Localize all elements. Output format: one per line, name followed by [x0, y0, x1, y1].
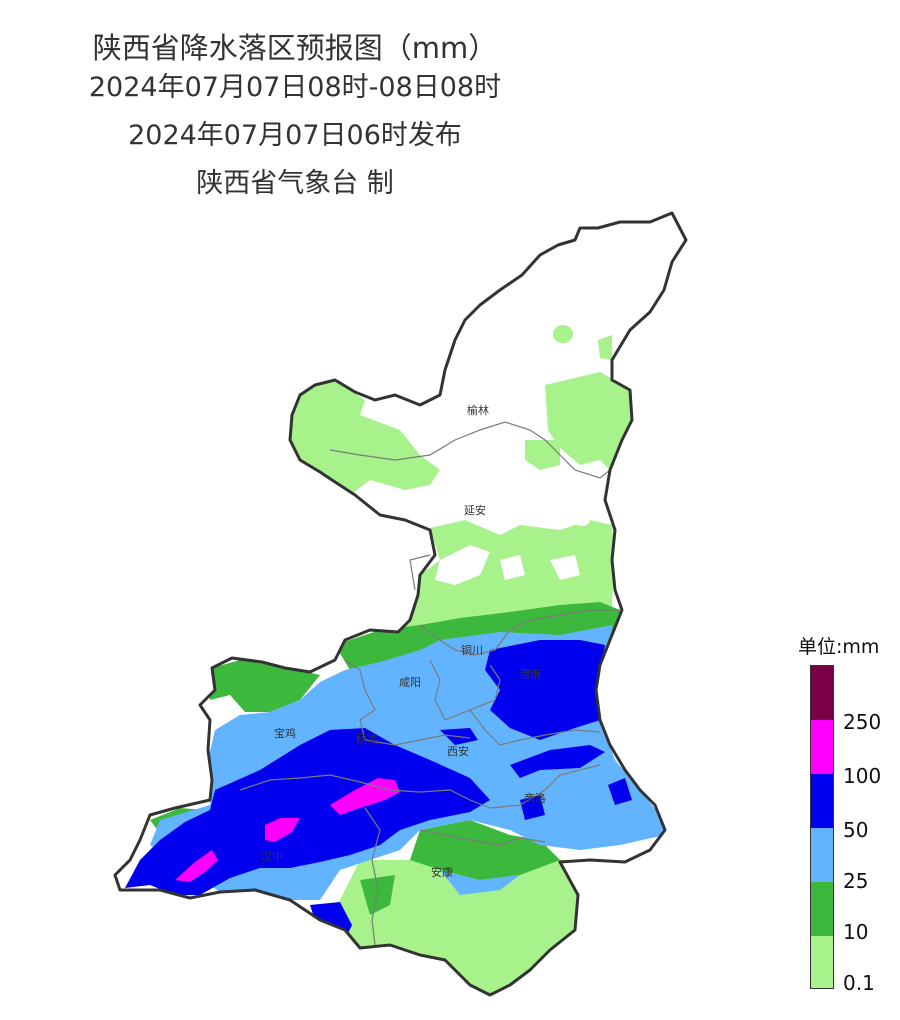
no-rain-patches [435, 514, 590, 585]
city-label-tongchuan: 铜川 [461, 643, 483, 657]
legend-color-bar [810, 665, 834, 989]
border-xian-shangluo [489, 764, 601, 809]
border-hanzhong-ankang [364, 807, 381, 946]
border-yanan-south [419, 609, 620, 656]
city-label-yanan: 延安 [464, 503, 486, 517]
province-border [113, 211, 688, 997]
city-label-yulin: 榆林 [467, 403, 489, 417]
city-label-yangling: 杨凌 [356, 732, 378, 746]
legend-swatch-100-250 [811, 720, 833, 774]
issue-time: 2024年07月07日06时发布 [128, 120, 462, 151]
city-label-hanzhong: 汉中 [261, 850, 283, 863]
map-title-block: 陕西省降水落区预报图（mm） 2024年07月07日08时-08日08时 202… [40, 28, 550, 204]
city-label-shangluo: 商洛 [524, 791, 546, 805]
legend-swatch-10-25 [811, 882, 833, 936]
legend-label-10: 10 [843, 920, 869, 944]
border-xianyang-tongchuan [429, 659, 501, 721]
city-label-ankang: 安康 [431, 865, 453, 879]
border-baoji-xianyang [344, 659, 376, 741]
legend-swatch-50-100 [811, 774, 833, 828]
city-borders [239, 421, 620, 946]
legend-label-0-1: 0.1 [843, 971, 875, 995]
legend-swatch-0-1-10 [811, 936, 833, 988]
rain-band-100-to-250 [175, 778, 400, 882]
city-label-weinan: 渭南 [519, 668, 541, 681]
legend-label-250: 250 [843, 710, 882, 734]
issuer: 陕西省气象台 制 [196, 168, 394, 199]
legend-swatch-25-50 [811, 828, 833, 882]
legend-label-25: 25 [843, 869, 869, 893]
border-yanan-west [409, 554, 431, 591]
forecast-period: 2024年07月07日08时-08日08时 [88, 72, 502, 103]
city-label-baoji: 宝鸡 [274, 726, 296, 740]
border-qinling [239, 774, 491, 809]
map-title: 陕西省降水落区预报图（mm） [92, 31, 498, 65]
legend-label-50: 50 [843, 818, 869, 842]
border-yulin-yanan [329, 421, 611, 479]
legend-title: 单位:mm [798, 636, 880, 658]
city-label-xian: 西安 [447, 744, 469, 758]
border-ankang-shangluo [419, 829, 546, 846]
legend-label-100: 100 [843, 764, 882, 788]
city-label-xianyang: 咸阳 [399, 676, 421, 689]
border-xian-weinan [469, 709, 601, 746]
border-xianyang-xian [364, 734, 471, 746]
legend-swatch-above-250 [811, 666, 833, 720]
